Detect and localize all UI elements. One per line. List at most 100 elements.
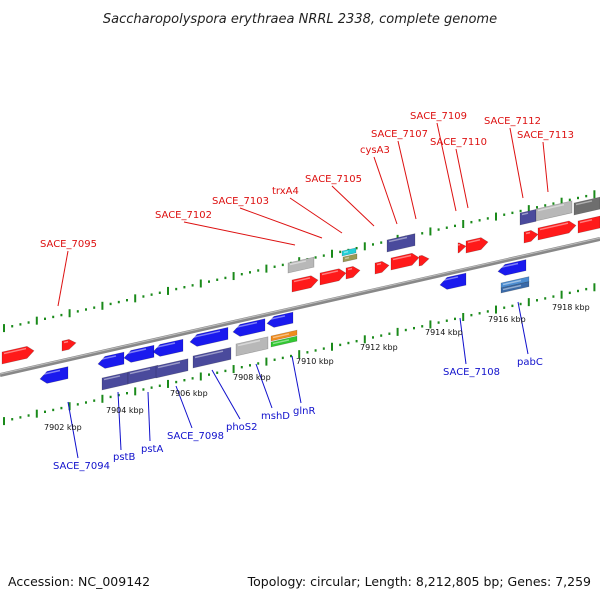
- cds-feature: [101, 371, 129, 391]
- gene-highlight: [575, 200, 593, 206]
- gene-highlight: [467, 239, 481, 244]
- pseudo-gene: [573, 196, 600, 216]
- gene-highlight: [289, 260, 307, 266]
- reverse-gene: [439, 272, 467, 290]
- reverse-gene: [97, 351, 125, 369]
- cds-feature: [386, 233, 416, 253]
- gene-highlight: [234, 321, 258, 329]
- forward-gene-labels: SACE_7095 SACE_7102 SACE_7103 trxA4 SACE…: [40, 111, 574, 250]
- gene-label-sace-7109[interactable]: SACE_7109: [410, 111, 467, 122]
- gene-label-pabc[interactable]: pabC: [517, 357, 543, 368]
- lower-tick-track: [3, 283, 596, 426]
- reverse-label-connector: [67, 401, 79, 459]
- gene-label-sace-7103[interactable]: SACE_7103: [212, 196, 269, 207]
- gene-label-sace-7102[interactable]: SACE_7102: [155, 210, 212, 221]
- gene-highlight: [157, 361, 181, 369]
- gene-label-sace-7107[interactable]: SACE_7107: [371, 129, 428, 140]
- cds-feature: [519, 208, 537, 226]
- gene-label-cysa3[interactable]: cysA3: [360, 145, 390, 156]
- gene-label-glnr[interactable]: glnR: [293, 406, 315, 417]
- genome-backbone-highlight: [0, 237, 600, 375]
- reverse-gene: [497, 259, 527, 276]
- gene-label-mshd[interactable]: mshD: [261, 411, 290, 422]
- gene-label-psta[interactable]: pstA: [141, 444, 163, 455]
- forward-label-connector: [289, 197, 343, 234]
- gene-highlight: [376, 262, 382, 266]
- gene-highlight: [125, 348, 147, 355]
- forward-gene: [537, 220, 577, 241]
- label-connectors: [57, 122, 549, 459]
- gene-label-sace-7112[interactable]: SACE_7112: [484, 116, 541, 127]
- pseudo-gene: [287, 256, 315, 274]
- gene-highlight: [525, 231, 531, 235]
- gene-label-phos2[interactable]: phoS2: [226, 422, 258, 433]
- gene-highlight: [41, 369, 61, 376]
- gene-highlight: [154, 342, 176, 349]
- forward-label-connector: [509, 127, 524, 199]
- reverse-gene: [232, 318, 266, 337]
- genome-backbone: [0, 237, 600, 377]
- reverse-gene-labels: SACE_7094 pstB pstA SACE_7098 phoS2 mshD…: [53, 357, 543, 472]
- kbp-label: 7904 kbp: [106, 406, 144, 415]
- gene-highlight: [272, 333, 290, 339]
- rna-feature: [500, 281, 530, 294]
- forward-label-connector: [397, 140, 417, 220]
- gene-label-sace-7113[interactable]: SACE_7113: [517, 130, 574, 141]
- gene-highlight: [537, 203, 565, 212]
- rna-feature: [341, 247, 357, 257]
- genome-title: Saccharopolyspora erythraea NRRL 2338, c…: [103, 12, 497, 27]
- reverse-label-connector: [175, 385, 193, 429]
- gene-highlight: [194, 350, 224, 359]
- rna-feature: [270, 329, 298, 342]
- reverse-label-connector: [211, 369, 241, 420]
- gene-highlight: [237, 339, 261, 347]
- forward-gene: [457, 242, 467, 254]
- forward-label-connector: [436, 122, 457, 212]
- kbp-label: 7916 kbp: [488, 315, 526, 324]
- gene-highlight: [129, 368, 151, 375]
- gene-label-sace-7108[interactable]: SACE_7108: [443, 367, 500, 378]
- cds-feature: [155, 358, 189, 379]
- kbp-label: 7908 kbp: [233, 373, 271, 382]
- cds-feature: [192, 347, 232, 369]
- forward-gene: [465, 237, 489, 254]
- forward-label-connector: [542, 141, 549, 193]
- gene-label-pstb[interactable]: pstB: [113, 452, 135, 463]
- reverse-label-connector: [255, 363, 273, 409]
- misc-feature: [342, 253, 358, 263]
- reverse-label-connector: [147, 391, 151, 442]
- gene-highlight: [388, 236, 408, 243]
- forward-label-connector: [331, 185, 375, 227]
- reverse-gene: [189, 327, 229, 347]
- kbp-label: 7902 kbp: [44, 423, 82, 432]
- gene-highlight: [344, 256, 350, 260]
- forward-gene: [418, 255, 430, 267]
- kbp-label: 7912 kbp: [360, 343, 398, 352]
- forward-gene: [345, 266, 361, 280]
- gene-features: [1, 196, 600, 391]
- forward-gene: [1, 346, 35, 365]
- gene-highlight: [272, 339, 290, 345]
- reverse-gene: [152, 338, 184, 357]
- reverse-gene: [266, 311, 294, 328]
- gene-label-sace-7094[interactable]: SACE_7094: [53, 461, 110, 472]
- forward-gene: [523, 230, 539, 244]
- gene-highlight: [268, 315, 286, 321]
- reverse-label-connector: [459, 317, 467, 365]
- forward-label-connector: [183, 221, 296, 246]
- gene-label-sace-7110[interactable]: SACE_7110: [430, 137, 487, 148]
- kbp-label: 7918 kbp: [552, 303, 590, 312]
- gene-highlight: [539, 222, 569, 231]
- forward-label-connector: [455, 148, 469, 209]
- forward-gene: [61, 339, 77, 352]
- forward-gene: [577, 215, 600, 234]
- forward-gene: [390, 252, 420, 271]
- gene-label-trxa4[interactable]: trxA4: [272, 186, 299, 197]
- gene-highlight: [502, 284, 522, 291]
- forward-label-connector: [239, 207, 323, 239]
- gene-label-sace-7105[interactable]: SACE_7105: [305, 174, 362, 185]
- gene-label-sace-7095[interactable]: SACE_7095: [40, 239, 97, 250]
- gene-label-sace-7098[interactable]: SACE_7098: [167, 431, 224, 442]
- forward-gene: [374, 261, 390, 275]
